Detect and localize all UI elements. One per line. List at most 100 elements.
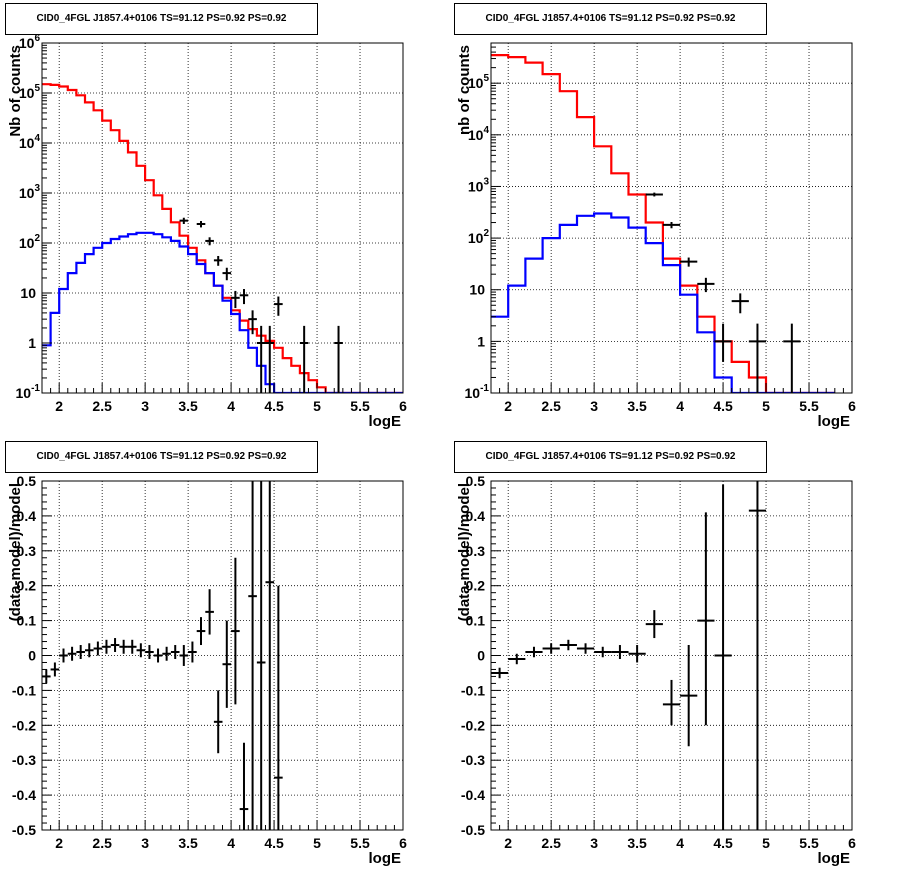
y-tick-base: 10	[16, 385, 32, 401]
x-tick-label: 6	[848, 835, 856, 851]
data-point	[59, 648, 68, 663]
x-tick-label: 4.5	[264, 398, 284, 414]
data-point	[170, 645, 180, 659]
series-2	[179, 217, 343, 393]
pad-bottom-left: CID0_4FGL J1857.4+0106 TS=91.12 PS=0.92 …	[0, 437, 449, 875]
x-tick-label: 2.5	[541, 398, 561, 414]
data-point	[50, 662, 60, 677]
pad-bottom-right: CID0_4FGL J1857.4+0106 TS=91.12 PS=0.92 …	[449, 437, 898, 875]
data-point	[84, 643, 94, 658]
series-0	[42, 83, 403, 393]
x-tick-label: 4	[676, 398, 684, 414]
data-point	[239, 289, 249, 305]
data-point	[748, 481, 767, 830]
data-point	[145, 645, 154, 659]
data-point	[213, 690, 223, 754]
x-tick-label: 6	[399, 835, 407, 851]
y-tick-base: 10	[468, 178, 484, 194]
series-1	[42, 231, 403, 393]
data-point	[162, 646, 171, 661]
y-tick-label: -0.4	[461, 787, 485, 803]
pad-top-right: CID0_4FGL J1857.4+0106 TS=91.12 PS=0.92 …	[449, 0, 898, 437]
y-tick-label: 103	[19, 183, 41, 201]
data-point	[248, 310, 257, 335]
y-tick-label: 10-1	[16, 383, 41, 401]
x-tick-label: 2	[504, 835, 512, 851]
data-point	[731, 293, 749, 314]
x-tick-label: 5.5	[799, 835, 819, 851]
chart-title: CID0_4FGL J1857.4+0106 TS=91.12 PS=0.92 …	[454, 441, 767, 473]
chart-bottom-right-residuals: 2 2.5 3 3.5 4 4.5 5 5.5 6logE-0.5-0.4-0.3-0.2-0.…	[456, 473, 856, 867]
data-point	[714, 323, 732, 362]
x-tick-label: 4	[227, 398, 235, 414]
x-tick-label: 2	[504, 398, 512, 414]
x-tick-label: 2	[55, 398, 63, 414]
data-point	[576, 643, 595, 654]
data-point	[628, 645, 646, 663]
y-tick-exponent: -1	[480, 383, 489, 394]
x-tick-label: 6	[848, 398, 856, 414]
x-tick-label: 5	[313, 398, 321, 414]
data-point	[67, 646, 77, 661]
y-tick-exponent: 4	[34, 133, 40, 144]
data-point	[231, 290, 240, 309]
y-tick-exponent: 3	[34, 183, 40, 194]
y-axis-label: (data-model)/model	[7, 483, 24, 621]
x-tick-label: 5.5	[799, 398, 819, 414]
data-point	[256, 325, 266, 393]
y-axis: -0.5 -0.4 -0.3 -0.2 -0.1 0 0.1 0.2 0.3 0.4 0.5(dat…	[7, 473, 52, 838]
chart-title: CID0_4FGL J1857.4+0106 TS=91.12 PS=0.92 …	[5, 3, 318, 35]
data-point	[231, 557, 240, 705]
y-tick-label: -0.2	[461, 717, 485, 733]
data-point	[697, 512, 715, 726]
series-0	[42, 481, 283, 830]
y-tick-label: 0.1	[17, 613, 37, 629]
x-axis-label: logE	[818, 850, 851, 867]
y-tick-label: 104	[468, 125, 490, 143]
data-point	[119, 639, 128, 654]
grid	[42, 42, 404, 394]
y-axis-label: Nb of counts	[7, 45, 24, 137]
y-tick-label: 10	[469, 282, 485, 298]
x-tick-label: 3	[590, 398, 598, 414]
data-point	[265, 325, 275, 393]
data-point	[222, 620, 232, 708]
y-tick-exponent: 5	[483, 73, 489, 84]
data-point	[248, 481, 257, 830]
data-point	[559, 639, 577, 651]
data-point	[205, 589, 214, 635]
series-0	[491, 54, 835, 393]
y-tick-exponent: -1	[31, 383, 40, 394]
data-point	[542, 643, 560, 654]
y-tick-label: 102	[19, 233, 41, 251]
y-tick-label: -0.3	[461, 752, 485, 768]
x-tick-label: 4.5	[713, 398, 733, 414]
series-2	[645, 192, 801, 393]
x-tick-label: 2	[55, 835, 63, 851]
x-tick-label: 5	[762, 398, 770, 414]
data-point	[153, 648, 163, 663]
y-tick-label: 1	[28, 335, 36, 351]
data-point	[680, 645, 698, 747]
y-tick-base: 10	[19, 235, 35, 251]
y-tick-label: 1	[477, 333, 485, 349]
y-tick-label: -0.1	[461, 682, 485, 698]
histogram-line	[491, 212, 835, 393]
x-tick-label: 3	[590, 835, 598, 851]
x-tick-label: 5	[313, 835, 321, 851]
data-point	[239, 742, 249, 830]
data-point	[127, 639, 137, 654]
x-tick-label: 3	[141, 835, 149, 851]
x-tick-label: 4	[227, 835, 235, 851]
y-axis-label: nb of counts	[456, 45, 473, 135]
data-point	[256, 481, 266, 830]
series-1	[491, 212, 835, 393]
data-point	[205, 237, 214, 246]
y-tick-base: 10	[468, 230, 484, 246]
data-point	[508, 653, 526, 665]
data-point	[265, 481, 275, 830]
